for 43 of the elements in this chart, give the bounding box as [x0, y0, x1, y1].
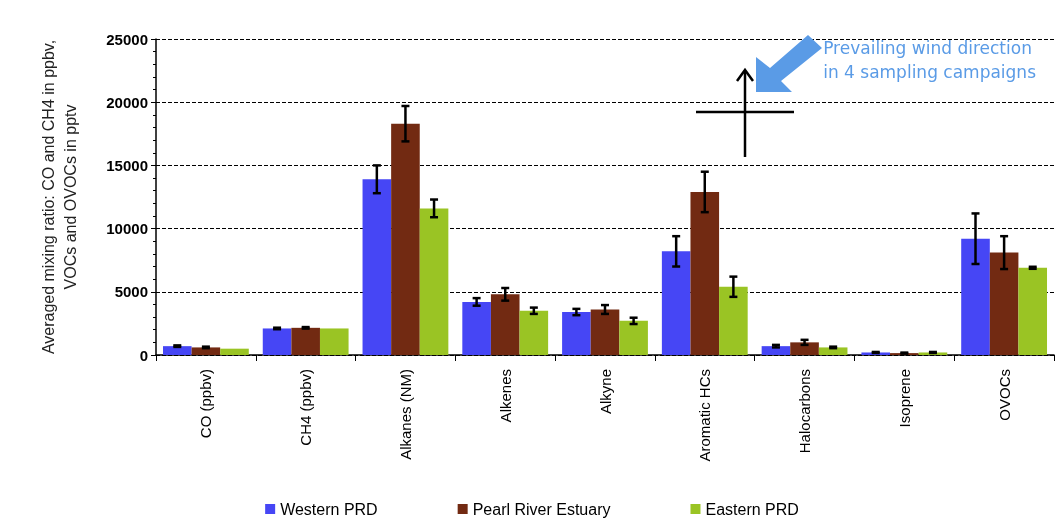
- bar: [191, 347, 221, 355]
- y-tick-label: 5000: [114, 283, 148, 301]
- y-axis-title: Averaged mixing ratio: CO and CH4 in ppbv, VOCs and OVOCs in pptv: [39, 39, 79, 355]
- annotation: Prevailing wind direction in 4 sampling campaigns: [823, 38, 1037, 82]
- bar: [989, 252, 1019, 355]
- y-tick-label: 20000: [106, 93, 148, 111]
- legend-label: Western PRD: [280, 500, 378, 518]
- bar: [220, 348, 249, 355]
- x-tick-label: Alkenes: [496, 369, 514, 423]
- x-tick-label: Isoprene: [895, 369, 913, 428]
- y-tick-label: 15000: [106, 156, 148, 174]
- bar: [619, 320, 648, 355]
- bar: [462, 301, 491, 355]
- bar: [319, 328, 349, 355]
- bar: [519, 310, 549, 355]
- bar: [818, 347, 848, 355]
- x-tick-label: Halocarbons: [796, 369, 814, 454]
- x-tick-label: Alkanes (NM): [396, 369, 414, 460]
- bar: [562, 312, 591, 355]
- y-tick-label: 25000: [106, 30, 148, 48]
- x-tick-label: CH4 (ppbv): [297, 369, 315, 446]
- x-tick-label: OVOCs: [995, 369, 1013, 421]
- legend-label: Pearl River Estuary: [472, 500, 611, 518]
- bar: [790, 342, 819, 355]
- bar: [262, 328, 292, 355]
- bar: [162, 346, 192, 355]
- bar: [419, 208, 449, 355]
- bar: [391, 123, 420, 355]
- y-tick-label: 10000: [106, 220, 148, 238]
- legend-label: Eastern PRD: [705, 500, 799, 518]
- bar: [690, 191, 720, 355]
- bar: [590, 309, 620, 355]
- bar: [291, 327, 320, 355]
- bar: [661, 251, 691, 355]
- bar: [362, 179, 392, 355]
- bar: [719, 286, 748, 355]
- bar: [490, 294, 520, 355]
- bar: [961, 238, 990, 355]
- x-tick-label: Aromatic HCs: [696, 369, 714, 462]
- x-tick-label: Alkyne: [596, 369, 614, 415]
- bar: [1018, 267, 1048, 355]
- x-tick-label: CO (ppbv): [197, 369, 215, 439]
- y-tick-label: 0: [139, 346, 148, 364]
